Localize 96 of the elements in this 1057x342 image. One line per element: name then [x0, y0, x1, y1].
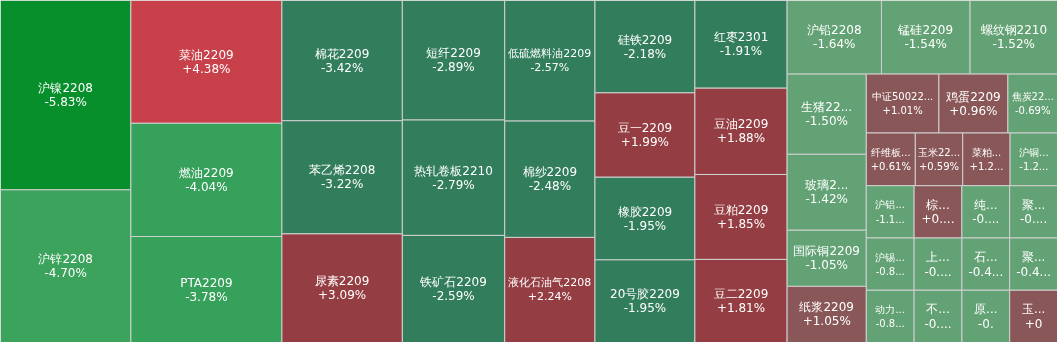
- data-label: +0.96%: [949, 103, 998, 118]
- data-label: +1.85%: [716, 216, 766, 231]
- category-label: 硅铁2209: [616, 32, 673, 47]
- category-label: 纯...: [974, 197, 998, 212]
- data-label: -0....: [1019, 212, 1048, 227]
- category-label: 菜粕...: [971, 146, 1002, 158]
- data-label: -3.22%: [320, 177, 364, 192]
- category-label: 纤维板...: [871, 146, 911, 158]
- data-label: +4.38%: [182, 61, 231, 76]
- category-label: 尿素2209: [314, 274, 370, 289]
- category-label: 铁矿石2209: [419, 274, 487, 289]
- data-label: -0.: [977, 316, 994, 331]
- data-label: -2.89%: [432, 60, 475, 75]
- data-label: -5.83%: [44, 95, 87, 110]
- category-label: 棉花2209: [314, 46, 370, 61]
- category-label: 玻璃2...: [805, 178, 849, 193]
- data-label: -1.54%: [904, 37, 947, 52]
- category-label: 不...: [926, 302, 950, 317]
- data-label: -2.48%: [528, 179, 572, 194]
- data-label: -4.04%: [185, 179, 228, 194]
- data-label: -1.05%: [805, 258, 848, 273]
- data-label: +0.61%: [870, 160, 911, 172]
- data-label: -3.78%: [185, 289, 228, 304]
- data-label: +1.2...: [969, 161, 1004, 173]
- data-label: -3.42%: [320, 60, 364, 75]
- category-label: 菜油2209: [179, 47, 234, 62]
- category-label: PTA2209: [180, 275, 233, 290]
- category-label: 上...: [926, 250, 950, 265]
- category-label: 中证50022...: [871, 91, 934, 103]
- data-label: +0....: [921, 212, 955, 227]
- category-label: 棉纱2209: [522, 165, 578, 180]
- data-label: -1.52%: [992, 37, 1036, 52]
- data-label: +2.24%: [527, 290, 572, 304]
- category-label: 国际铜2209: [793, 244, 860, 259]
- category-label: 棕...: [926, 197, 950, 212]
- category-label: 短纤2209: [426, 46, 481, 61]
- category-label: 石...: [974, 250, 998, 265]
- category-label: 20号胶2209: [610, 287, 680, 302]
- category-label: 橡胶2209: [617, 204, 673, 219]
- category-label: 沪锡...: [875, 251, 905, 263]
- category-label: 原...: [974, 302, 998, 317]
- category-label: 豆油2209: [713, 117, 769, 132]
- category-label: 聚...: [1021, 250, 1046, 265]
- data-label: +1.88%: [716, 131, 766, 146]
- category-label: 沪锌2208: [38, 252, 93, 267]
- data-label: -0....: [924, 264, 952, 279]
- data-label: -1.50%: [805, 114, 848, 129]
- data-label: -1.1...: [875, 213, 905, 225]
- data-label: -0.8...: [875, 318, 905, 330]
- category-label: 沪铝...: [875, 199, 905, 211]
- category-label: 低硫燃料油2209: [508, 47, 592, 61]
- category-label: 纸浆2209: [799, 300, 854, 315]
- category-label: 玉...: [1021, 302, 1046, 317]
- data-label: +1.81%: [716, 300, 766, 315]
- data-label: +1.05%: [802, 314, 851, 329]
- category-label: 聚...: [1021, 197, 1046, 212]
- data-label: -2.57%: [530, 61, 570, 75]
- category-label: 苯乙烯2208: [308, 163, 376, 178]
- data-label: -0....: [972, 212, 1000, 227]
- category-label: 鸡蛋2209: [945, 89, 1001, 104]
- data-label: +1.99%: [620, 135, 670, 150]
- data-label: -0.69%: [1015, 105, 1051, 117]
- category-label: 玉米22...: [917, 146, 961, 158]
- category-label: 锰硅2209: [897, 23, 954, 38]
- category-label: 豆一2209: [617, 121, 673, 136]
- data-label: -1.2...: [1019, 161, 1049, 173]
- category-label: 螺纹钢2210: [980, 23, 1048, 38]
- category-label: 生猪22...: [801, 100, 853, 115]
- data-label: -0.4...: [968, 264, 1004, 279]
- data-label: -2.79%: [432, 177, 475, 192]
- category-label: 燃油2209: [179, 165, 234, 180]
- category-label: 热轧卷板2210: [414, 163, 493, 178]
- data-label: -4.70%: [44, 266, 87, 281]
- data-label: -1.95%: [623, 301, 667, 316]
- data-label: -2.59%: [432, 288, 475, 303]
- data-label: +0: [1024, 316, 1043, 331]
- data-label: -0....: [924, 316, 952, 331]
- data-label: -0.8...: [875, 266, 905, 278]
- data-label: -1.42%: [805, 192, 848, 207]
- data-label: -1.95%: [623, 218, 667, 233]
- data-label: -0.4...: [1016, 264, 1052, 279]
- category-label: 红枣2301: [713, 30, 769, 45]
- category-label: 液化石油气2208: [508, 276, 592, 290]
- category-label: 沪铅2208: [807, 23, 862, 38]
- category-label: 沪镍2208: [38, 81, 93, 96]
- data-label: -1.64%: [813, 37, 856, 52]
- data-label: +1.01%: [882, 105, 923, 117]
- category-label: 豆粕2209: [713, 202, 769, 217]
- category-label: 动力...: [875, 303, 905, 315]
- data-label: -2.18%: [623, 46, 667, 61]
- category-label: 焦炭22...: [1011, 91, 1054, 103]
- data-label: +3.09%: [318, 288, 367, 303]
- category-label: 沪铜...: [1019, 146, 1049, 158]
- data-label: +0.59%: [918, 160, 960, 172]
- category-label: 豆二2209: [713, 286, 769, 301]
- data-label: -1.91%: [719, 44, 763, 59]
